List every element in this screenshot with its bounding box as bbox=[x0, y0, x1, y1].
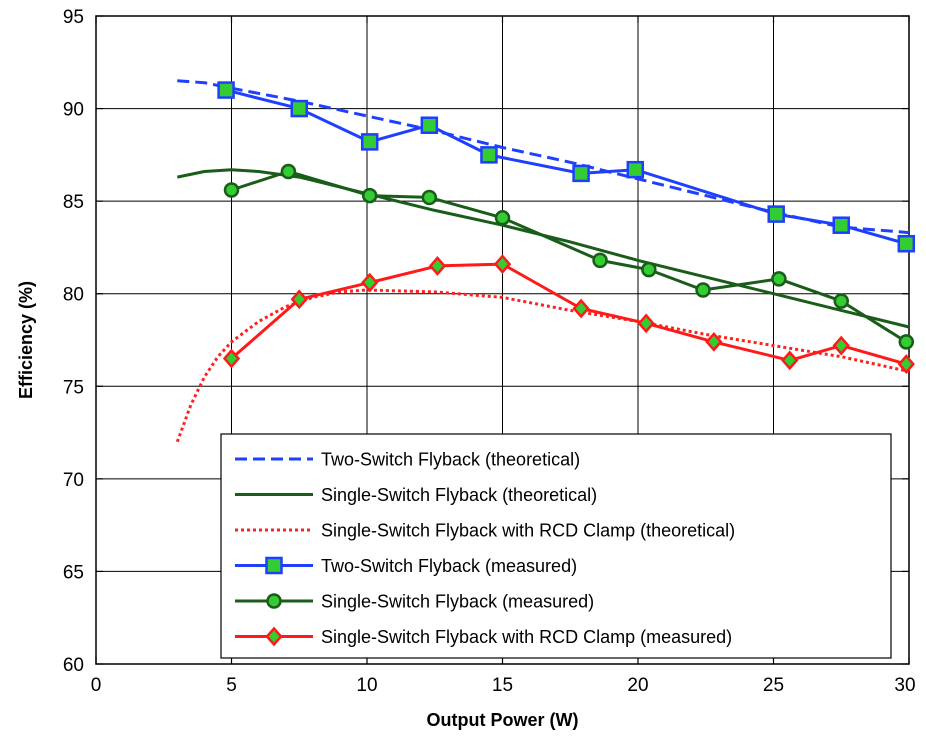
square-marker bbox=[626, 160, 645, 179]
square-marker bbox=[832, 216, 850, 234]
series-line bbox=[230, 262, 907, 366]
square-marker bbox=[480, 146, 498, 164]
x-tick-labels: 0 5 10 15 20 25 30 bbox=[91, 675, 916, 696]
x-tick-label: 15 bbox=[492, 675, 513, 696]
x-tick-label: 0 bbox=[91, 675, 102, 696]
legend-entry: Single-Switch Flyback (theoretical) bbox=[235, 485, 597, 505]
diamond-marker bbox=[265, 626, 283, 647]
y-tick-label: 90 bbox=[63, 100, 84, 121]
legend-label: Single-Switch Flyback (measured) bbox=[321, 592, 594, 612]
y-tick-label: 95 bbox=[63, 7, 84, 28]
y-tick-label: 60 bbox=[63, 655, 84, 676]
x-tick-label: 20 bbox=[627, 675, 648, 696]
circle-marker bbox=[695, 282, 711, 298]
y-tick-label: 80 bbox=[63, 285, 84, 306]
diamond-marker bbox=[832, 335, 850, 356]
legend-label: Single-Switch Flyback with RCD Clamp (th… bbox=[321, 521, 735, 541]
series-3 bbox=[217, 81, 916, 253]
series-4 bbox=[223, 163, 915, 350]
x-tick-label: 5 bbox=[226, 675, 237, 696]
y-tick-label: 70 bbox=[63, 470, 84, 491]
series-5 bbox=[222, 254, 915, 374]
diamond-marker bbox=[493, 254, 512, 274]
series-layer bbox=[175, 79, 916, 443]
legend-label: Single-Switch Flyback (theoretical) bbox=[321, 485, 597, 505]
circle-marker bbox=[494, 210, 511, 226]
series-2 bbox=[175, 288, 910, 443]
square-marker bbox=[290, 99, 308, 118]
circle-marker bbox=[266, 593, 282, 609]
square-marker bbox=[897, 234, 916, 253]
circle-marker bbox=[421, 189, 438, 206]
diamond-marker bbox=[637, 313, 655, 334]
legend-label: Two-Switch Flyback (measured) bbox=[321, 556, 577, 576]
diamond-marker bbox=[361, 272, 379, 293]
x-tick-label: 25 bbox=[763, 675, 784, 696]
circle-marker bbox=[833, 293, 849, 309]
square-marker bbox=[572, 164, 590, 183]
diamond-marker bbox=[572, 298, 590, 319]
axis-ticks bbox=[95, 15, 910, 665]
square-marker bbox=[217, 81, 235, 99]
legend-label: Two-Switch Flyback (theoretical) bbox=[321, 450, 580, 470]
legend-entry: Single-Switch Flyback with RCD Clamp (th… bbox=[235, 521, 735, 541]
diamond-marker bbox=[705, 331, 723, 352]
series-line bbox=[231, 170, 908, 344]
circle-marker bbox=[592, 252, 608, 269]
square-marker bbox=[265, 556, 283, 575]
legend: Two-Switch Flyback (theoretical) Single-S… bbox=[220, 433, 892, 659]
legend-label: Single-Switch Flyback with RCD Clamp (me… bbox=[321, 627, 732, 647]
circle-marker bbox=[223, 182, 240, 198]
circle-marker bbox=[898, 334, 915, 350]
legend-entry: Two-Switch Flyback (measured) bbox=[235, 556, 577, 576]
diamond-marker bbox=[428, 256, 447, 276]
legend-entry: Two-Switch Flyback (theoretical) bbox=[235, 450, 580, 470]
legend-entry: Single-Switch Flyback (measured) bbox=[235, 592, 594, 612]
x-tick-label: 10 bbox=[356, 675, 377, 696]
square-marker bbox=[767, 205, 785, 223]
series-line bbox=[177, 79, 910, 235]
legend-box bbox=[220, 433, 892, 659]
circle-marker bbox=[361, 187, 378, 204]
y-tick-label: 85 bbox=[63, 192, 84, 213]
y-tick-labels: 60 65 70 75 80 85 90 95 bbox=[63, 7, 84, 676]
diamond-marker bbox=[222, 348, 241, 369]
y-tick-label: 65 bbox=[63, 562, 84, 583]
square-marker bbox=[360, 133, 379, 151]
diamond-marker bbox=[290, 289, 308, 310]
x-tick-label: 30 bbox=[894, 675, 915, 696]
series-line bbox=[175, 288, 910, 443]
circle-marker bbox=[641, 261, 657, 278]
y-tick-label: 75 bbox=[63, 377, 84, 398]
y-axis-label: Efficiency (%) bbox=[16, 281, 36, 399]
series-1 bbox=[176, 168, 910, 329]
x-axis-label: Output Power (W) bbox=[427, 710, 579, 730]
circle-marker bbox=[280, 163, 297, 180]
circle-marker bbox=[771, 271, 787, 287]
square-marker bbox=[420, 116, 439, 134]
series-0 bbox=[177, 79, 910, 235]
grid-lines bbox=[95, 15, 910, 665]
series-line bbox=[176, 168, 910, 329]
diamond-marker bbox=[781, 350, 799, 371]
diamond-marker bbox=[897, 354, 915, 374]
series-line bbox=[225, 88, 907, 246]
legend-entry: Single-Switch Flyback with RCD Clamp (me… bbox=[235, 626, 732, 647]
